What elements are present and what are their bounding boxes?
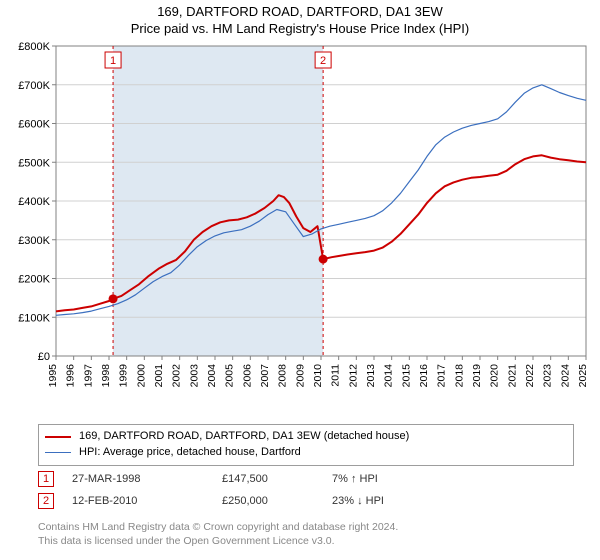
svg-text:2: 2 [320,55,326,67]
svg-text:2012: 2012 [347,364,359,388]
price-vs-hpi-chart: £0 £100K £200K £300K £400K £500K £600K £700K £80… [6,42,594,418]
legend-swatch [45,452,71,453]
svg-text:£600K: £600K [18,119,50,131]
license-footer: Contains HM Land Registry data © Crown c… [38,520,574,548]
svg-text:1995: 1995 [47,364,59,388]
license-line1: Contains HM Land Registry data © Crown c… [38,520,574,534]
svg-text:2015: 2015 [400,364,412,388]
svg-text:2024: 2024 [559,364,571,388]
legend-row: 169, DARTFORD ROAD, DARTFORD, DA1 3EW (d… [45,429,567,445]
svg-text:2021: 2021 [506,364,518,388]
transaction-price: £147,500 [222,473,332,485]
legend-label: HPI: Average price, detached house, Dart… [79,445,301,461]
transaction-price: £250,000 [222,495,332,507]
transactions-table: 1 27-MAR-1998£147,5007% ↑ HPI 2 12-FEB-2010… [38,468,574,512]
transaction-date: 27-MAR-1998 [72,473,222,485]
svg-text:2010: 2010 [312,364,324,388]
svg-text:2007: 2007 [259,364,271,388]
svg-text:1998: 1998 [100,364,112,388]
legend-label: 169, DARTFORD ROAD, DARTFORD, DA1 3EW (d… [79,429,409,445]
svg-text:£0: £0 [38,351,50,363]
chart-title-line2: Price paid vs. HM Land Registry's House … [0,21,600,36]
svg-text:2011: 2011 [330,364,342,387]
svg-text:£400K: £400K [18,196,50,208]
transaction-rel: 23% ↓ HPI [332,495,432,507]
svg-text:£300K: £300K [18,235,50,247]
chart-svg: £0 £100K £200K £300K £400K £500K £600K £700K £80… [6,42,594,418]
transaction-row: 2 12-FEB-2010£250,00023% ↓ HPI [38,490,574,512]
license-line2: This data is licensed under the Open Gov… [38,534,574,548]
svg-text:2019: 2019 [471,364,483,388]
svg-text:£500K: £500K [18,157,50,169]
transaction-row: 1 27-MAR-1998£147,5007% ↑ HPI [38,468,574,490]
legend-swatch [45,436,71,438]
svg-text:2004: 2004 [206,364,218,388]
svg-text:2020: 2020 [489,364,501,388]
chart-title-block: 169, DARTFORD ROAD, DARTFORD, DA1 3EW Pr… [0,0,600,36]
svg-text:1: 1 [110,55,116,67]
svg-text:£200K: £200K [18,274,50,286]
svg-text:2008: 2008 [277,364,289,388]
svg-text:2009: 2009 [294,364,306,388]
svg-text:2023: 2023 [542,364,554,388]
svg-text:2016: 2016 [418,364,430,388]
svg-text:2025: 2025 [577,364,589,388]
marker-badge: 2 [38,493,54,509]
svg-text:2000: 2000 [135,364,147,388]
svg-text:£700K: £700K [18,80,50,92]
svg-text:£100K: £100K [18,312,50,324]
svg-text:2022: 2022 [524,364,536,388]
svg-text:1996: 1996 [65,364,77,388]
svg-text:2001: 2001 [153,364,165,388]
svg-text:2005: 2005 [224,364,236,388]
legend-row: HPI: Average price, detached house, Dart… [45,445,567,461]
transaction-date: 12-FEB-2010 [72,495,222,507]
svg-text:2017: 2017 [436,364,448,388]
svg-text:1999: 1999 [118,364,130,388]
chart-title-line1: 169, DARTFORD ROAD, DARTFORD, DA1 3EW [0,4,600,19]
svg-text:1997: 1997 [82,364,94,388]
svg-text:2014: 2014 [383,364,395,388]
svg-text:2018: 2018 [453,364,465,388]
svg-text:2013: 2013 [365,364,377,388]
svg-text:£800K: £800K [18,42,50,53]
marker-badge: 1 [38,471,54,487]
svg-text:2002: 2002 [171,364,183,388]
svg-text:2003: 2003 [188,364,200,388]
svg-text:2006: 2006 [241,364,253,388]
transaction-rel: 7% ↑ HPI [332,473,432,485]
chart-legend: 169, DARTFORD ROAD, DARTFORD, DA1 3EW (d… [38,424,574,466]
